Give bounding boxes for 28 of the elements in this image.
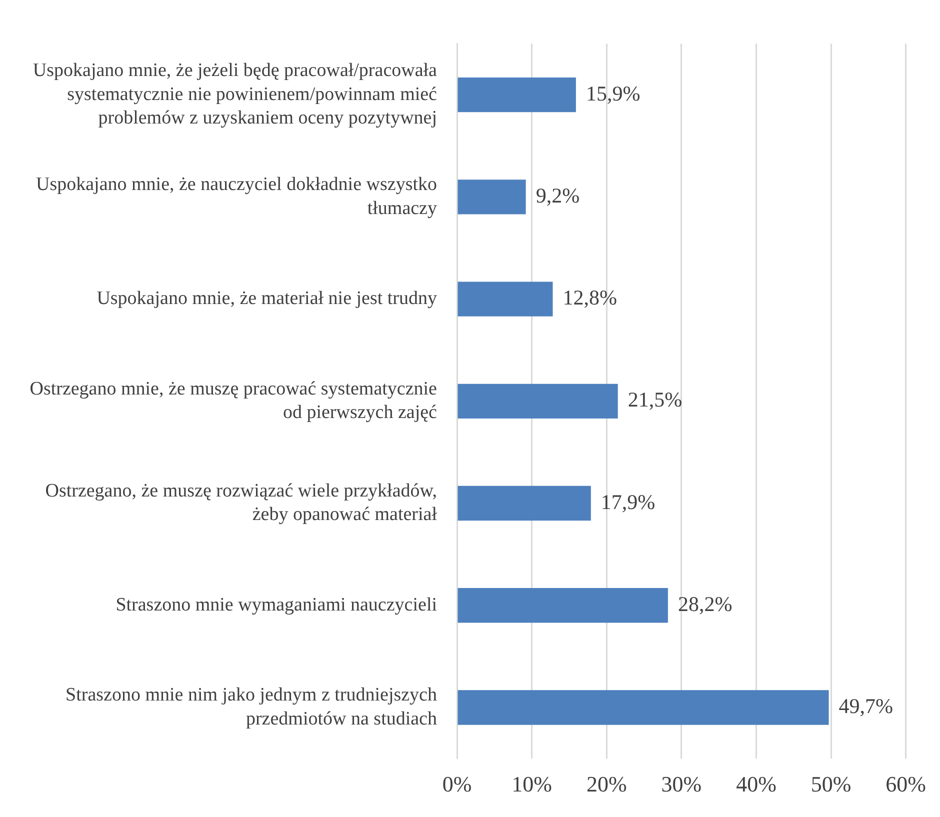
x-tick-label: 10%	[512, 772, 552, 797]
bar	[458, 77, 576, 112]
y-tick-label: Uspokajano mnie, że nauczyciel dokładnie wszystko tłumaczy	[36, 174, 438, 219]
bar	[458, 180, 526, 214]
data-label: 9,2%	[536, 183, 580, 208]
data-label: 17,9%	[600, 490, 656, 514]
y-tick-label: Straszono mnie wymaganiami nauczycieli	[116, 594, 437, 616]
data-label: 21,5%	[628, 388, 682, 412]
bar	[458, 282, 553, 316]
x-tick-label: 30%	[661, 772, 702, 797]
x-tick-label: 0%	[442, 772, 472, 797]
x-tick-label: 40%	[736, 772, 776, 797]
y-tick-label: Straszono mnie nim jako jednym z trudniejszych przedmiotów na studiach	[66, 684, 438, 730]
y-tick-label: Ostrzegano, że muszę rozwiązać wiele przykładów, żeby opanować materiał	[45, 480, 438, 526]
data-label: 15,9%	[586, 81, 640, 106]
bar	[458, 384, 618, 419]
bar	[458, 588, 668, 623]
x-tick-label: 50%	[810, 772, 852, 797]
y-tick-label: Uspokajano mnie, że materiał nie jest trudny	[96, 288, 438, 310]
bar	[458, 690, 829, 725]
x-tick-label: 60%	[886, 772, 926, 797]
y-tick-label: Uspokajano mnie, że jeżeli będę pracował/pracowała systematycznie nie powinienem/powinnam mieć problemów z uzyskaniem oceny pozytywnej	[32, 60, 438, 129]
bar	[458, 486, 591, 521]
data-label: 49,7%	[838, 694, 894, 718]
x-tick-label: 20%	[586, 772, 627, 797]
y-tick-label: Ostrzegano mnie, że muszę pracować systematycznie od pierwszych zajęć	[30, 378, 437, 424]
data-label: 12,8%	[562, 286, 617, 310]
data-label: 28,2%	[678, 592, 732, 616]
